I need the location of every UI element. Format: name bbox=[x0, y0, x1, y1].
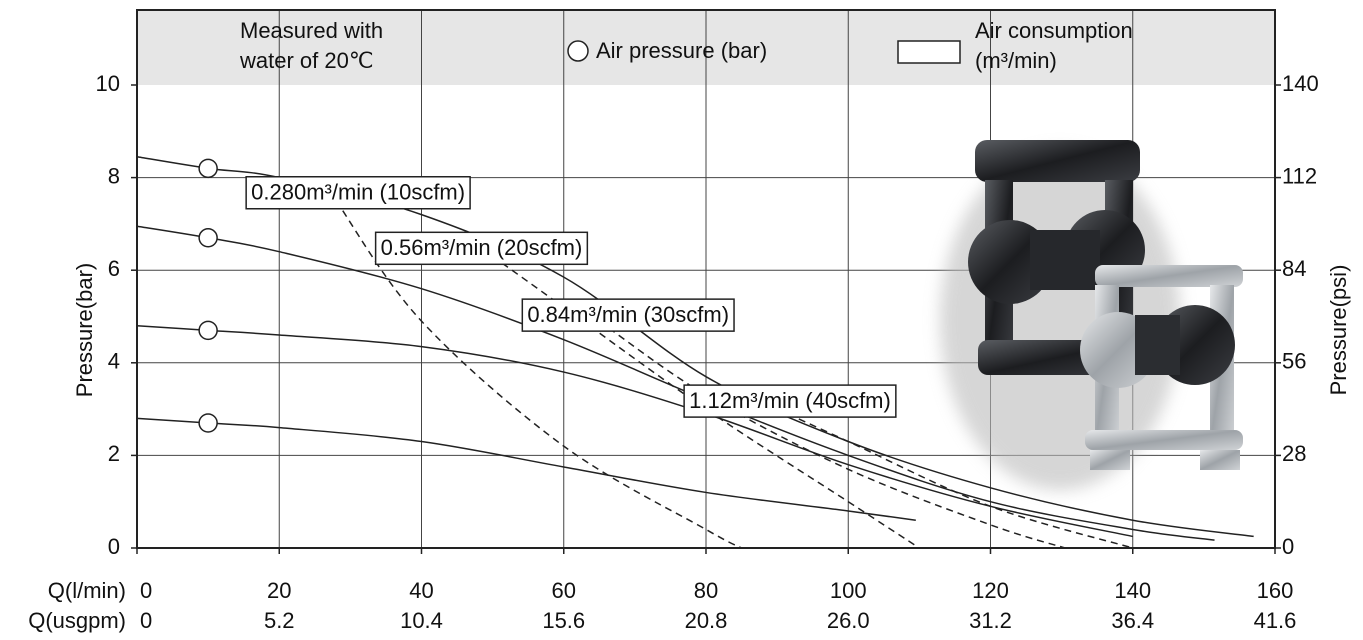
y2-axis-title: Pressure(psi) bbox=[1326, 265, 1351, 396]
curves: 0.280m³/min (10scfm) 0.56m³/min (20scfm) 0… bbox=[136, 156, 1254, 549]
consumption-label: 1.12m³/min (40scfm) bbox=[683, 384, 897, 418]
y-tick-label: 10 bbox=[96, 71, 120, 96]
x-tick-label: 0 bbox=[140, 578, 152, 603]
consumption-label: 0.280m³/min (10scfm) bbox=[245, 176, 471, 210]
x-tick-label: 160 bbox=[1257, 578, 1294, 603]
y2-tick-label: 0 bbox=[1282, 534, 1294, 559]
label-box bbox=[521, 298, 735, 332]
legend-note: Measured with bbox=[240, 18, 383, 43]
legend-consumption: (m³/min) bbox=[975, 48, 1057, 73]
pressure-curve bbox=[136, 417, 916, 521]
x-tick-label: 120 bbox=[972, 578, 1009, 603]
label-box bbox=[374, 231, 589, 266]
x2-tick-label: 41.6 bbox=[1254, 608, 1297, 633]
x-tick-label: 20 bbox=[267, 578, 291, 603]
x2-tick-label: 26.0 bbox=[827, 608, 870, 633]
x2-tick-label: 31.2 bbox=[969, 608, 1012, 633]
y-tick-label: 8 bbox=[108, 163, 120, 188]
y-tick-label: 2 bbox=[108, 441, 120, 466]
x-axis-title: Q(l/min) bbox=[48, 578, 126, 603]
y-tick-label: 6 bbox=[108, 256, 120, 281]
legend-rect-icon bbox=[897, 40, 961, 64]
x2-tick-label: 10.4 bbox=[400, 608, 443, 633]
y-tick-label: 0 bbox=[108, 534, 120, 559]
y-tick-label: 4 bbox=[108, 349, 120, 374]
consumption-curve bbox=[335, 200, 742, 549]
pressure-marker bbox=[198, 413, 218, 433]
pressure-curve bbox=[136, 225, 1215, 541]
y2-tick-label: 56 bbox=[1282, 349, 1306, 374]
legend-consumption: Air consumption bbox=[975, 18, 1133, 43]
pressure-marker bbox=[198, 158, 218, 179]
legend-circle-icon bbox=[567, 40, 589, 62]
x2-axis-title: Q(usgpm) bbox=[28, 608, 126, 633]
pressure-marker bbox=[198, 320, 218, 341]
label-box bbox=[683, 384, 897, 418]
x-tick-label: 60 bbox=[552, 578, 576, 603]
legend-note: water of 20℃ bbox=[239, 48, 374, 73]
label-box bbox=[245, 176, 471, 210]
consumption-label: 0.56m³/min (20scfm) bbox=[374, 231, 589, 266]
x-tick-label: 100 bbox=[830, 578, 867, 603]
pressure-curve bbox=[136, 325, 1133, 538]
x-tick-label: 40 bbox=[409, 578, 433, 603]
x2-tick-label: 0 bbox=[140, 608, 152, 633]
x-tick-label: 140 bbox=[1114, 578, 1151, 603]
x2-tick-label: 5.2 bbox=[264, 608, 295, 633]
consumption-label-text: 1.12m³/min (40scfm) bbox=[689, 388, 891, 413]
consumption-label-text: 0.56m³/min (20scfm) bbox=[381, 235, 583, 260]
consumption-label-text: 0.84m³/min (30scfm) bbox=[527, 302, 729, 327]
x2-tick-label: 15.6 bbox=[542, 608, 585, 633]
y-axis-title: Pressure(bar) bbox=[72, 263, 97, 397]
pump-illustration bbox=[940, 140, 1243, 490]
consumption-curve bbox=[776, 408, 1133, 549]
legend-pressure: Air pressure (bar) bbox=[596, 38, 767, 63]
y2-tick-label: 84 bbox=[1282, 256, 1306, 281]
y2-tick-label: 112 bbox=[1282, 163, 1317, 188]
y2-tick-label: 140 bbox=[1282, 71, 1319, 96]
consumption-label: 0.84m³/min (30scfm) bbox=[521, 298, 735, 332]
y2-tick-label: 28 bbox=[1282, 441, 1306, 466]
x2-tick-label: 36.4 bbox=[1111, 608, 1154, 633]
consumption-label-text: 0.280m³/min (10scfm) bbox=[251, 180, 465, 205]
x2-tick-label: 20.8 bbox=[685, 608, 728, 633]
pressure-marker bbox=[198, 228, 218, 248]
x-tick-label: 80 bbox=[694, 578, 718, 603]
